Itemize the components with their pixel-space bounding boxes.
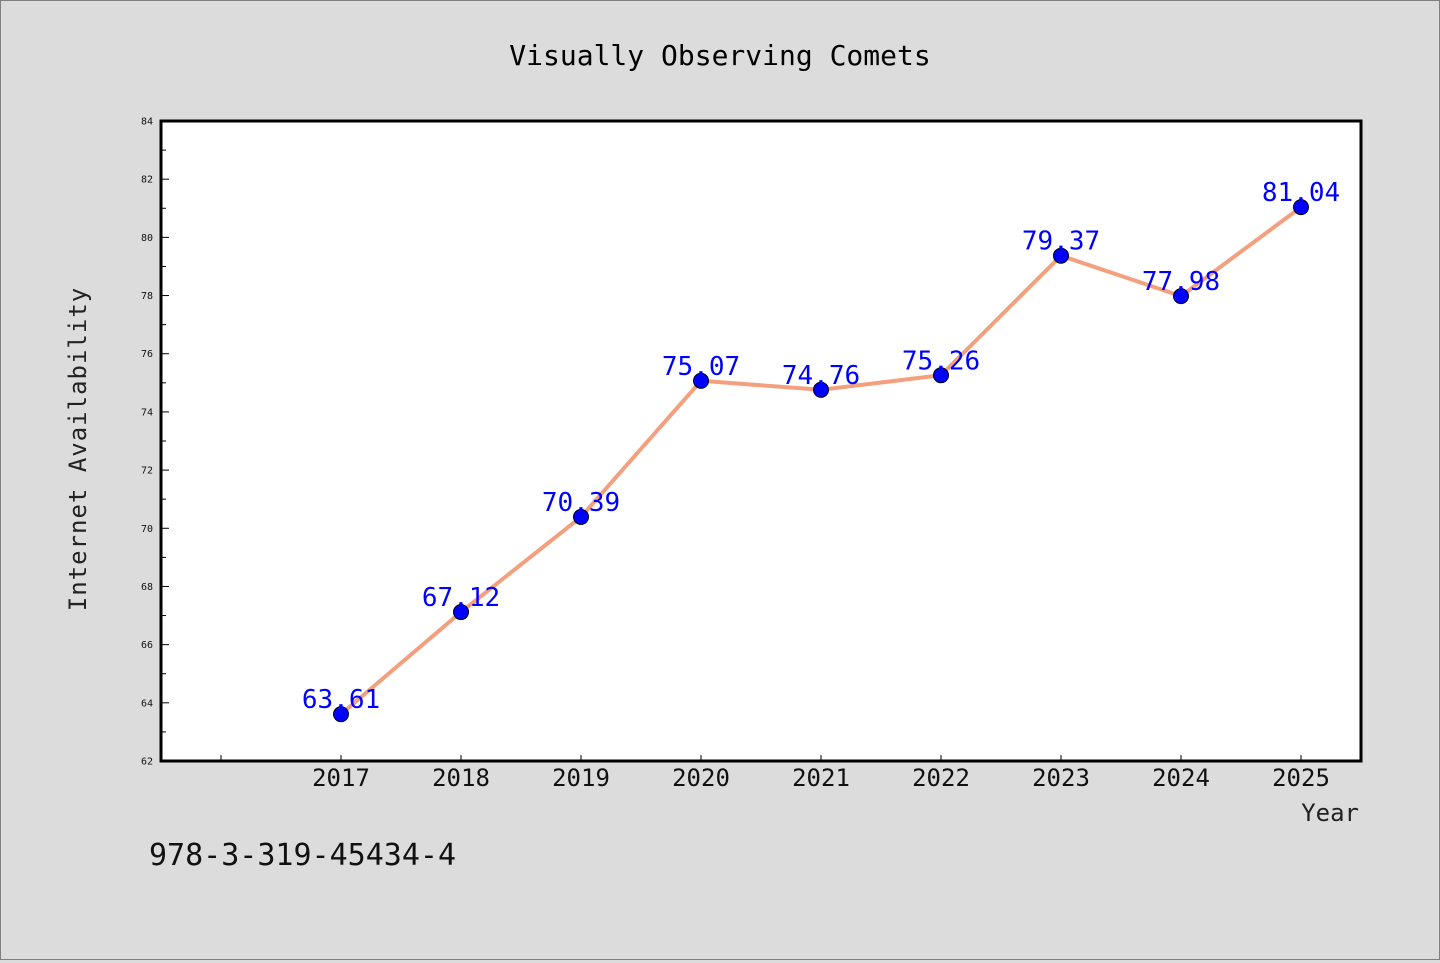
y-tick-label: 62	[141, 757, 153, 768]
x-tick-label: 2020	[672, 764, 730, 792]
isbn-annotation: 978-3-319-45434-4	[149, 838, 456, 873]
chart-title: Visually Observing Comets	[509, 39, 930, 72]
data-label: 79.37	[1022, 227, 1100, 257]
data-label: 75.07	[662, 352, 740, 382]
data-point	[933, 367, 949, 384]
data-label: 81.04	[1262, 178, 1340, 208]
x-tick-label: 2022	[912, 764, 970, 792]
x-tick-label: 2017	[312, 764, 370, 792]
y-tick-label: 82	[141, 175, 153, 186]
y-tick-label: 80	[141, 233, 153, 244]
x-tick-label: 2019	[552, 764, 610, 792]
data-label: 75.26	[902, 346, 980, 376]
y-tick-label: 74	[141, 407, 153, 418]
y-tick-label: 76	[141, 349, 153, 360]
y-axis-label: Internet Availability	[64, 287, 92, 611]
y-tick-label: 70	[141, 524, 153, 535]
plot-border	[159, 119, 1363, 763]
x-axis-label: Year	[1301, 799, 1359, 827]
data-label: 70.39	[542, 488, 620, 518]
y-tick-label: 78	[141, 291, 153, 302]
x-axis: 2017 2018 2019 2020 2021 2022 2023 2024 2025	[220, 755, 1330, 792]
x-tick-label: 2023	[1032, 764, 1090, 792]
x-tick-label: 2024	[1152, 764, 1210, 792]
x-tick-label: 2021	[792, 764, 850, 792]
data-point	[1293, 199, 1309, 216]
y-tick-label: 64	[141, 698, 153, 709]
data-point	[333, 706, 349, 723]
data-point	[573, 508, 589, 525]
data-label: 63.61	[302, 685, 380, 715]
marker-group	[333, 199, 1309, 723]
x-tick-label: 2018	[432, 764, 490, 792]
y-tick-label: 66	[141, 640, 153, 651]
data-label: 67.12	[422, 583, 500, 613]
y-tick-label: 72	[141, 466, 153, 477]
data-point	[1053, 247, 1069, 264]
x-tick-label: 2025	[1272, 764, 1330, 792]
y-tick-label: 84	[141, 117, 153, 128]
data-label-group: 63.61 67.12 70.39 75.07 74.76 75.26 79.37 77.98…	[302, 178, 1340, 715]
data-point	[453, 604, 469, 621]
plot-area	[161, 121, 1361, 761]
y-tick-label: 68	[141, 582, 153, 593]
data-label: 77.98	[1142, 267, 1220, 297]
data-point	[693, 372, 709, 389]
data-point	[1173, 288, 1189, 305]
data-label: 74.76	[782, 361, 860, 391]
data-point	[813, 381, 829, 398]
y-axis: 62 64 66 68 70 72 74 76 78 80 82 84	[141, 117, 169, 768]
